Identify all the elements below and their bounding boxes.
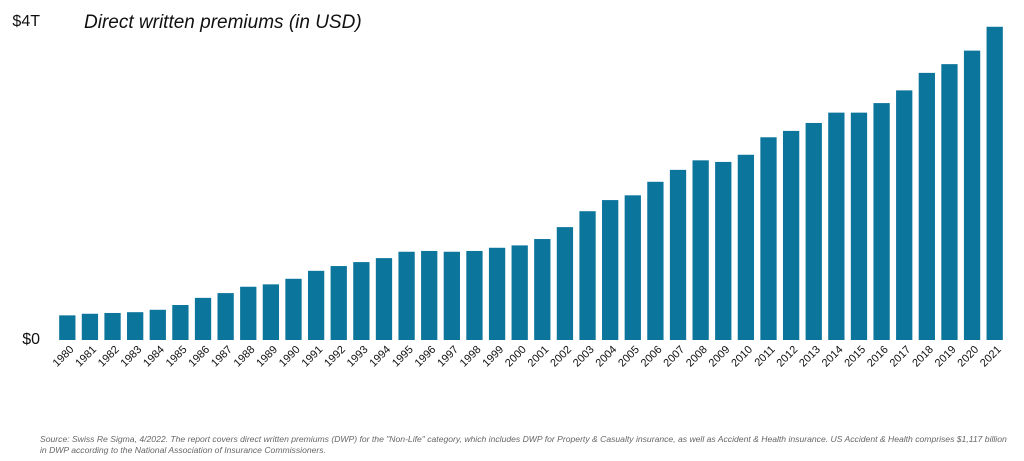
x-tick-label: 1990 — [277, 344, 303, 370]
bar — [737, 154, 755, 340]
bar — [127, 312, 144, 340]
x-tick-label: 2016 — [865, 344, 891, 370]
bar — [59, 315, 76, 340]
source-note: Source: Swiss Re Sigma, 4/2022. The repo… — [40, 434, 1007, 455]
bar — [421, 250, 438, 340]
x-tick-label: 2010 — [729, 344, 755, 370]
x-tick-label: 1986 — [186, 344, 212, 370]
bar — [240, 286, 257, 340]
x-tick-label: 1992 — [322, 344, 348, 370]
chart: Direct written premiums (in USD) $0 $4T 19… — [12, 12, 1004, 370]
bar — [488, 247, 506, 340]
x-tick-label: 2003 — [571, 344, 597, 370]
bar — [850, 112, 868, 340]
bar — [262, 284, 280, 340]
x-tick-label: 2018 — [910, 344, 936, 370]
bar — [782, 130, 800, 340]
x-tick-label: 2004 — [594, 344, 620, 370]
x-tick-label: 2014 — [820, 344, 846, 370]
bar — [669, 169, 687, 340]
x-tick-label: 2021 — [978, 344, 1004, 370]
bar — [556, 227, 574, 340]
x-tick-label: 1981 — [73, 344, 99, 370]
x-tick-label: 2020 — [955, 344, 981, 370]
bar — [194, 297, 212, 340]
x-tick-label: 1980 — [51, 344, 77, 370]
bar — [217, 293, 234, 340]
bar — [624, 195, 641, 340]
x-tick-label: 1984 — [141, 344, 167, 370]
bar — [353, 262, 370, 340]
chart-title: Direct written premiums (in USD) — [84, 12, 362, 33]
x-tick-label: 1998 — [458, 344, 484, 370]
x-tick-label: 1995 — [390, 344, 416, 370]
x-tick-label: 1983 — [119, 344, 145, 370]
x-tick-label: 1997 — [435, 344, 461, 370]
bar — [466, 250, 483, 340]
bar — [81, 313, 99, 340]
bar — [602, 200, 619, 340]
bar — [692, 160, 709, 340]
bar — [715, 161, 732, 340]
y-tick-label: $4T — [12, 13, 40, 30]
x-tick-label: 1989 — [254, 344, 280, 370]
x-tick-label: 1982 — [96, 344, 122, 370]
bar — [149, 309, 166, 340]
x-tick-label: 2000 — [503, 344, 529, 370]
bar — [760, 137, 777, 340]
x-tick-label: 2012 — [774, 344, 800, 370]
bar — [375, 258, 393, 340]
bar — [986, 26, 1003, 341]
x-tick-label: 2001 — [526, 344, 552, 370]
x-tick-label: 1987 — [209, 344, 235, 370]
bar — [805, 122, 822, 340]
x-tick-label: 1993 — [345, 344, 371, 370]
x-tick-label: 1988 — [232, 344, 258, 370]
x-tick-label: 1991 — [299, 344, 325, 370]
bar — [918, 72, 935, 340]
bar — [963, 50, 981, 341]
x-tick-label: 1994 — [367, 344, 393, 370]
x-tick-label: 2011 — [752, 344, 777, 369]
bar — [873, 103, 890, 340]
x-tick-label: 2007 — [661, 344, 687, 370]
bar — [330, 266, 347, 340]
bar — [941, 64, 958, 340]
x-tick-label: 1996 — [413, 344, 439, 370]
bar — [534, 239, 551, 340]
x-tick-label: 2015 — [842, 344, 868, 370]
x-tick-label: 2005 — [616, 344, 642, 370]
x-tick-label: 2017 — [888, 344, 914, 370]
bar — [896, 90, 913, 341]
x-tick-label: 2002 — [548, 344, 574, 370]
x-tick-label: 1985 — [164, 344, 190, 370]
x-tick-label: 1999 — [480, 344, 506, 370]
bar — [285, 278, 302, 340]
bar — [443, 251, 460, 340]
bar — [307, 270, 325, 340]
x-tick-label: 2008 — [684, 344, 710, 370]
bar — [828, 112, 845, 340]
x-tick-label: 2009 — [707, 344, 733, 370]
bar — [104, 312, 121, 340]
x-tick-label: 2019 — [933, 344, 959, 370]
x-tick-label: 2006 — [639, 344, 665, 370]
x-tick-label: 2013 — [797, 344, 823, 370]
y-tick-label: $0 — [22, 331, 40, 348]
bar — [398, 251, 415, 340]
bar — [511, 245, 528, 340]
bar — [579, 211, 596, 340]
bar — [172, 305, 189, 340]
bar — [647, 181, 664, 340]
